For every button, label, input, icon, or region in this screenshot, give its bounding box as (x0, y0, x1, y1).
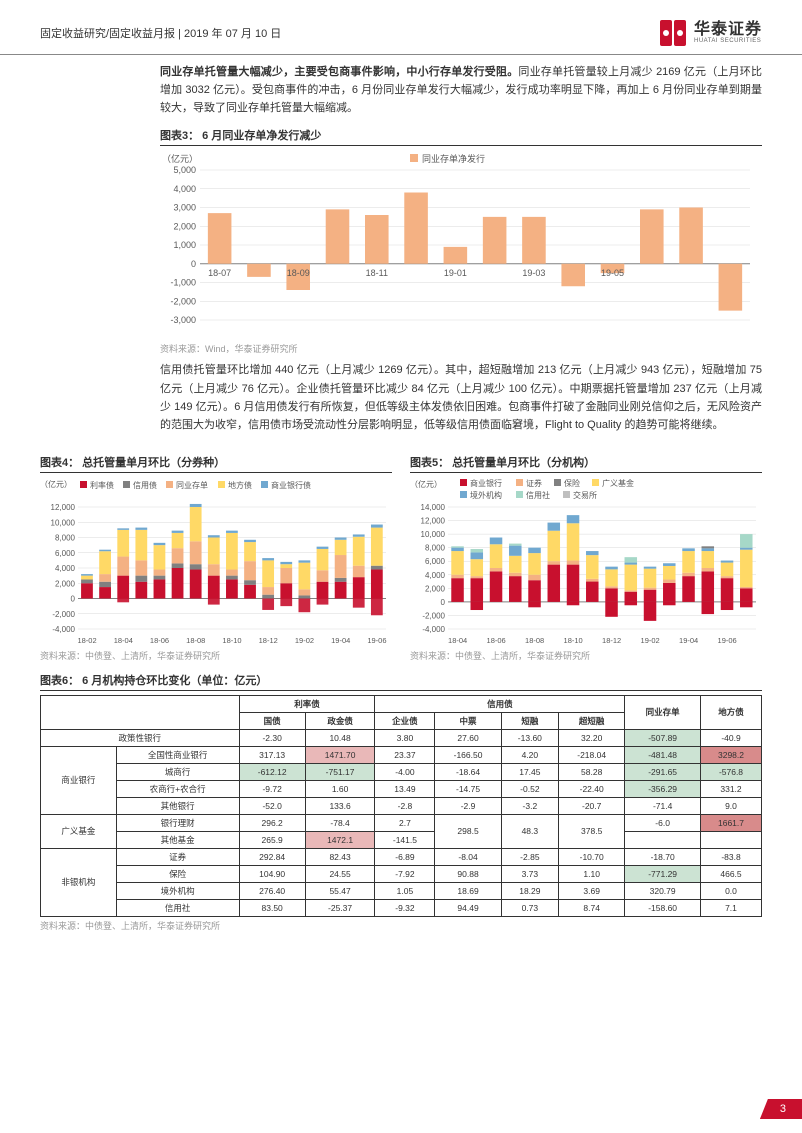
two-chart-row: 图表4： 总托管量单月环比（分券种） （亿元） 利率债 信用债 同业存单 地方债 商业银行… (0, 444, 802, 662)
brand-en: HUATAI SECURITIES (694, 38, 762, 44)
svg-text:-4,000: -4,000 (52, 625, 75, 634)
svg-text:-1,000: -1,000 (170, 278, 196, 288)
chart3-source: 资料来源：Wind，华泰证券研究所 (160, 342, 762, 355)
svg-text:18-11: 18-11 (366, 268, 388, 278)
svg-text:19-06: 19-06 (367, 636, 386, 645)
svg-text:4,000: 4,000 (425, 571, 446, 580)
svg-text:12,000: 12,000 (421, 517, 446, 526)
chart4-svg: （亿元） 利率债 信用债 同业存单 地方债 商业银行债 -4,000 -2,000 0 2,000… (40, 477, 390, 647)
chart5-col: 图表5： 总托管量单月环比（分机构） （亿元） 商业银行 证券 保险 广义基金境外机构 信… (410, 450, 762, 662)
brand-logo: 华泰证券 HUATAI SECURITIES (658, 18, 762, 48)
svg-text:证券: 证券 (526, 478, 542, 488)
svg-text:18-09: 18-09 (287, 268, 310, 278)
chart4-title: 图表4： 总托管量单月环比（分券种） (40, 454, 392, 473)
svg-text:18-06: 18-06 (150, 636, 169, 645)
table6-source: 资料来源：中债登、上清所，华泰证券研究所 (40, 919, 762, 932)
chart3-title: 图表3： 6 月同业存单净发行减少 (160, 127, 762, 146)
svg-text:4,000: 4,000 (173, 184, 196, 194)
svg-text:18-02: 18-02 (77, 636, 96, 645)
svg-text:18-12: 18-12 (602, 636, 621, 645)
intro-paragraph: 同业存单托管量大幅减少，主要受包商事件影响，中小行存单发行受阻。同业存单托管量较… (160, 63, 762, 117)
svg-text:3,000: 3,000 (173, 203, 196, 213)
svg-text:交易所: 交易所 (573, 490, 597, 500)
svg-text:-3,000: -3,000 (170, 315, 196, 325)
chart4-source: 资料来源：中债登、上清所，华泰证券研究所 (40, 649, 392, 662)
svg-text:广义基金: 广义基金 (602, 478, 634, 488)
svg-text:10,000: 10,000 (421, 530, 446, 539)
svg-text:2,000: 2,000 (55, 579, 76, 588)
svg-text:18-04: 18-04 (448, 636, 467, 645)
para2-block: 信用债托管量环比增加 440 亿元（上月减少 1269 亿元）。其中，超短融增加… (0, 355, 802, 434)
svg-text:6,000: 6,000 (425, 557, 446, 566)
table6-title: 图表6： 6 月机构持仓环比变化（单位：亿元） (40, 672, 762, 691)
svg-text:19-01: 19-01 (444, 268, 467, 278)
page-number-badge: 3 (760, 1099, 802, 1119)
svg-text:-2,000: -2,000 (422, 611, 445, 620)
svg-text:-2,000: -2,000 (170, 297, 196, 307)
svg-text:4,000: 4,000 (55, 564, 76, 573)
svg-text:18-08: 18-08 (186, 636, 205, 645)
svg-text:10,000: 10,000 (51, 518, 76, 527)
page-header: 固定收益研究/固定收益月报 | 2019 年 07 月 10 日 华泰证券 HU… (0, 0, 802, 55)
brand-text: 华泰证券 HUATAI SECURITIES (694, 22, 762, 44)
svg-text:（亿元）: （亿元） (162, 153, 198, 164)
intro-block: 同业存单托管量大幅减少，主要受包商事件影响，中小行存单发行受阻。同业存单托管量较… (0, 55, 802, 117)
svg-text:18-10: 18-10 (222, 636, 241, 645)
svg-text:（亿元）: （亿元） (410, 479, 442, 489)
chart3-svg: （亿元） 同业存单净发行 -3,000 -2,000 -1,000 0 1,000 2,000… (160, 150, 760, 340)
svg-text:利率债: 利率债 (90, 480, 114, 490)
svg-text:19-04: 19-04 (331, 636, 350, 645)
intro-bold: 同业存单托管量大幅减少，主要受包商事件影响，中小行存单发行受阻。 (160, 66, 518, 78)
svg-text:12,000: 12,000 (51, 503, 76, 512)
svg-text:（亿元）: （亿元） (40, 479, 72, 489)
chart5-svg: （亿元） 商业银行 证券 保险 广义基金境外机构 信用社 交易所 -4,000 -2,000 0 2… (410, 477, 760, 647)
svg-text:19-06: 19-06 (718, 636, 737, 645)
svg-text:19-05: 19-05 (601, 268, 624, 278)
svg-text:19-03: 19-03 (522, 268, 545, 278)
svg-text:18-08: 18-08 (525, 636, 544, 645)
svg-text:信用社: 信用社 (526, 490, 550, 500)
svg-text:6,000: 6,000 (55, 549, 76, 558)
svg-text:0: 0 (191, 259, 196, 269)
svg-text:-2,000: -2,000 (52, 610, 75, 619)
svg-text:18-12: 18-12 (259, 636, 278, 645)
svg-text:同业存单: 同业存单 (176, 480, 208, 490)
svg-text:1,000: 1,000 (173, 240, 196, 250)
svg-text:18-10: 18-10 (564, 636, 583, 645)
svg-text:同业存单净发行: 同业存单净发行 (422, 153, 485, 164)
svg-text:-4,000: -4,000 (422, 625, 445, 634)
svg-text:商业银行: 商业银行 (470, 478, 502, 488)
svg-text:8,000: 8,000 (55, 533, 76, 542)
svg-text:境外机构: 境外机构 (470, 490, 502, 500)
svg-text:信用债: 信用债 (133, 480, 157, 490)
svg-text:14,000: 14,000 (421, 503, 446, 512)
svg-text:19-04: 19-04 (679, 636, 698, 645)
chart5-source: 资料来源：中债登、上清所，华泰证券研究所 (410, 649, 762, 662)
chart4-col: 图表4： 总托管量单月环比（分券种） （亿元） 利率债 信用债 同业存单 地方债 商业银行… (40, 450, 392, 662)
svg-text:19-02: 19-02 (295, 636, 314, 645)
svg-text:商业银行债: 商业银行债 (271, 480, 311, 490)
svg-text:保险: 保险 (564, 478, 580, 488)
brand-cn: 华泰证券 (694, 22, 762, 38)
svg-text:0: 0 (71, 594, 76, 603)
header-breadcrumb: 固定收益研究/固定收益月报 | 2019 年 07 月 10 日 (40, 25, 281, 41)
svg-text:8,000: 8,000 (425, 544, 446, 553)
table6-wrap: 图表6： 6 月机构持仓环比变化（单位：亿元） 利率债信用债同业存单地方债国债政… (0, 662, 802, 932)
svg-text:地方债: 地方债 (228, 480, 252, 490)
para2-text: 信用债托管量环比增加 440 亿元（上月减少 1269 亿元）。其中，超短融增加… (160, 361, 762, 434)
chart5-title: 图表5： 总托管量单月环比（分机构） (410, 454, 762, 473)
svg-text:18-06: 18-06 (487, 636, 506, 645)
svg-text:18-04: 18-04 (114, 636, 133, 645)
svg-text:2,000: 2,000 (425, 584, 446, 593)
huatai-logo-icon (658, 18, 688, 48)
table6: 利率债信用债同业存单地方债国债政金债企业债中票短融超短融政策性银行-2.3010… (40, 695, 762, 917)
svg-text:2,000: 2,000 (173, 222, 196, 232)
svg-text:19-02: 19-02 (641, 636, 660, 645)
svg-text:5,000: 5,000 (173, 165, 196, 175)
chart3-wrap: 图表3： 6 月同业存单净发行减少 （亿元） 同业存单净发行 -3,000 -2,00… (0, 127, 802, 355)
svg-text:0: 0 (441, 598, 446, 607)
svg-text:18-07: 18-07 (208, 268, 231, 278)
